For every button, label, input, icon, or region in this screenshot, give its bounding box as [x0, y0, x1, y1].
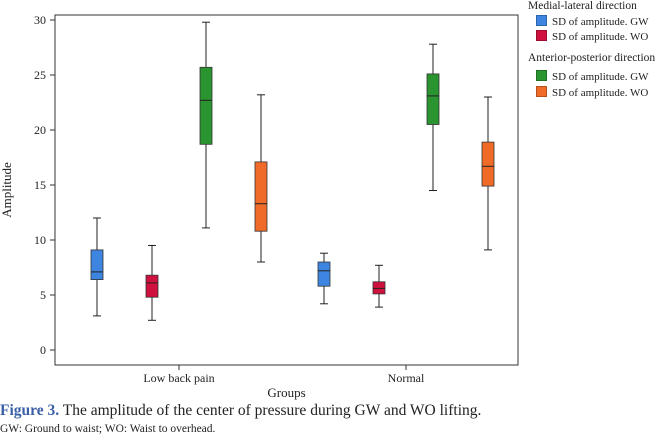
x-axis-label: Groups — [267, 385, 305, 400]
x-tick-label: Normal — [388, 371, 425, 385]
y-tick-label: 5 — [40, 288, 46, 302]
box-iqr — [372, 281, 386, 295]
boxplot-chart: 0 5 10 15 20 25 30 Low back pain Normal Amplitude… — [0, 13, 519, 400]
figure-caption: Figure 3. The amplitude of the center of… — [0, 402, 481, 420]
legend-group-title-medial-lateral: Medial-lateral direction — [528, 0, 637, 12]
figure-note: GW: Ground to waist; WO: Waist to overhe… — [0, 423, 216, 435]
figure-caption-label: Figure 3. — [0, 402, 60, 419]
legend-group-title-anterior-posterior: Anterior-posterior direction — [528, 52, 656, 64]
box-iqr — [481, 141, 495, 187]
y-tick-label: 10 — [34, 233, 46, 247]
y-tick-label: 30 — [34, 13, 46, 27]
x-tick-label: Low back pain — [143, 371, 214, 385]
legend-item-ml-wo: SD of amplitude. WO — [536, 30, 648, 43]
y-tick-label: 15 — [34, 178, 46, 192]
y-tick-label: 0 — [40, 343, 46, 357]
legend-swatch-ap-gw — [536, 70, 547, 81]
box-iqr — [426, 73, 440, 125]
plot-frame — [54, 14, 519, 366]
legend-swatch-ml-gw — [536, 15, 547, 26]
y-tick-label: 20 — [34, 123, 46, 137]
legend-item-ap-gw: SD of amplitude. GW — [536, 70, 649, 83]
legend-label-ml-wo: SD of amplitude. WO — [552, 31, 649, 43]
box-iqr — [145, 274, 159, 298]
legend-item-ml-gw: SD of amplitude. GW — [536, 15, 649, 28]
legend-label-ap-wo: SD of amplitude. WO — [552, 87, 649, 99]
legend-item-ap-wo: SD of amplitude. WO — [536, 86, 648, 99]
figure-caption-text: The amplitude of the center of pressure … — [59, 402, 482, 419]
legend-swatch-ap-wo — [536, 86, 547, 97]
box-iqr — [199, 66, 213, 145]
box-iqr — [90, 249, 104, 280]
legend-label-ml-gw: SD of amplitude. GW — [552, 16, 649, 28]
box-iqr — [254, 161, 268, 232]
box-iqr — [317, 261, 331, 287]
y-axis-label: Amplitude — [0, 162, 14, 218]
y-tick-label: 25 — [34, 68, 46, 82]
legend-swatch-ml-wo — [536, 30, 547, 41]
legend-label-ap-gw: SD of amplitude. GW — [552, 71, 649, 83]
